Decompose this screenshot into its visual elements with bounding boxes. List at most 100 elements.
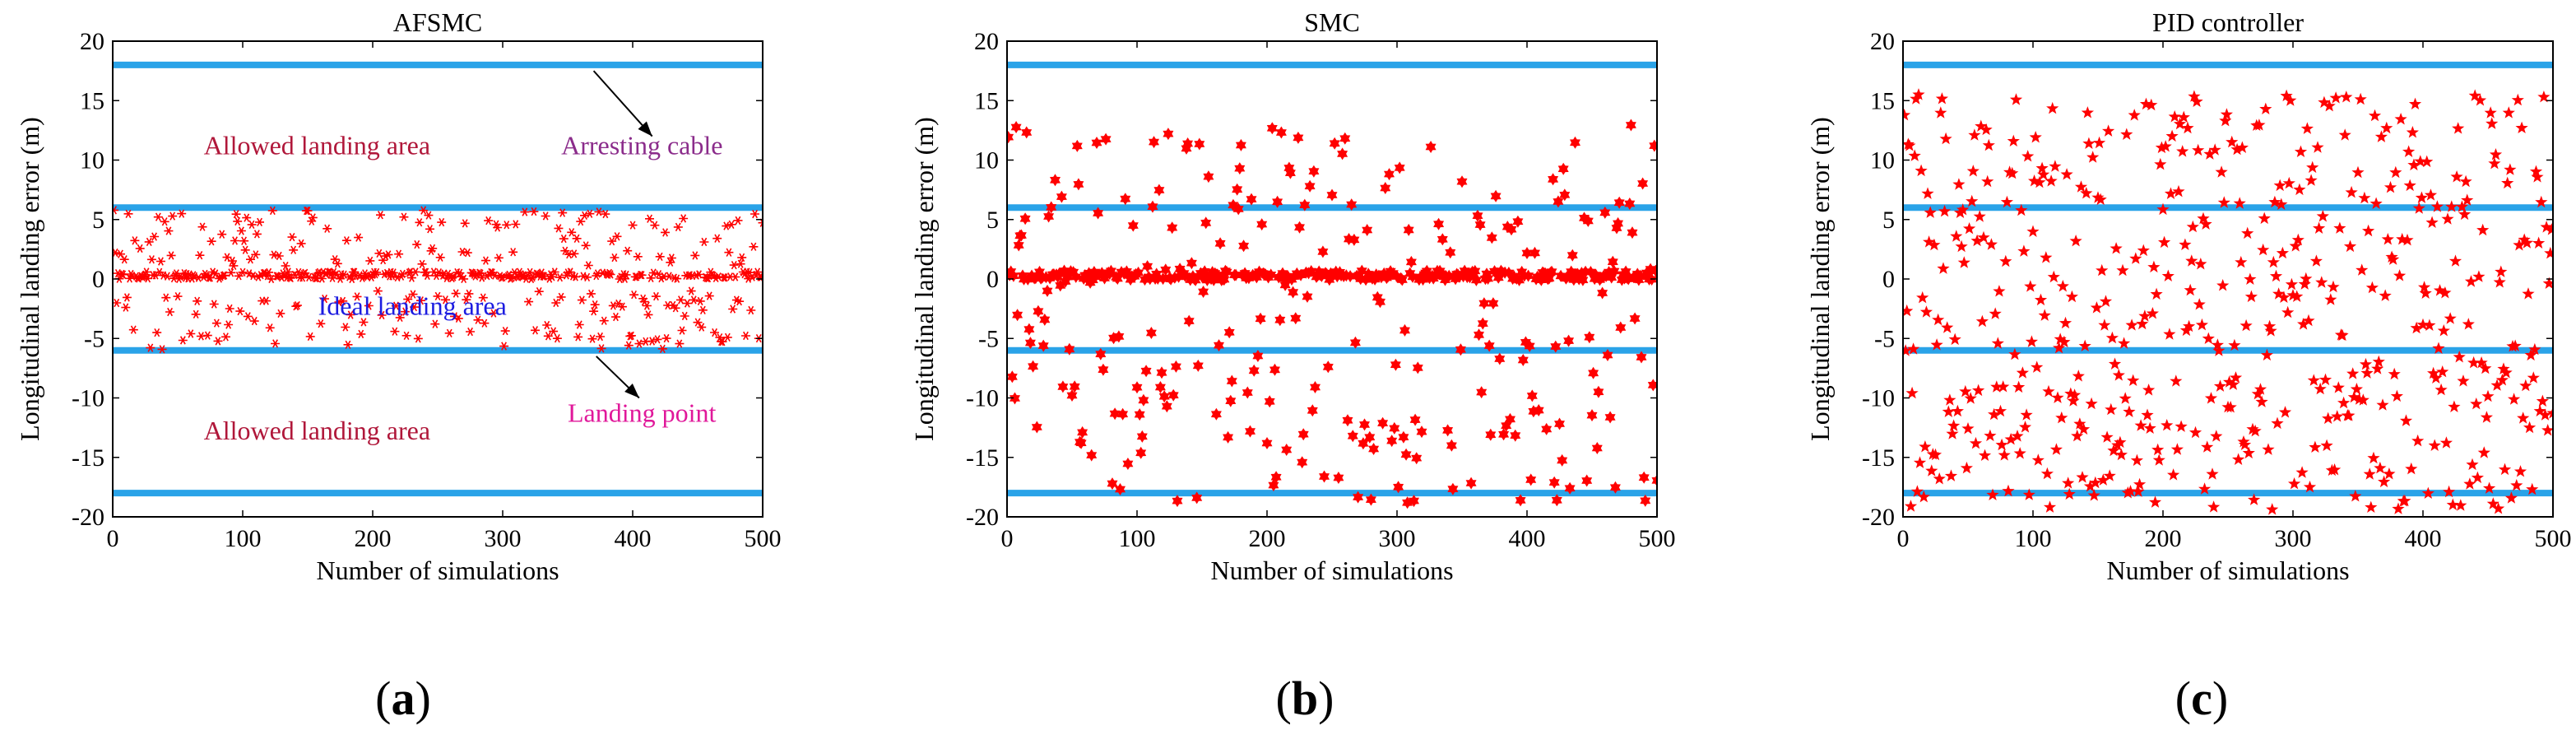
landing-point-marker — [2337, 396, 2351, 409]
y-tick-label: 20 — [1870, 28, 1895, 55]
landing-point-marker — [442, 273, 452, 282]
landing-point-marker — [1158, 390, 1170, 403]
landing-point-marker — [1955, 239, 1968, 253]
landing-point-marker — [578, 272, 588, 281]
landing-point-marker — [2137, 244, 2150, 257]
landing-point-marker — [1970, 234, 1984, 247]
landing-point-marker — [1903, 109, 1911, 121]
landing-point-marker — [1968, 128, 1981, 141]
landing-point-marker — [2195, 318, 2208, 331]
landing-point-marker — [545, 274, 555, 283]
landing-point-marker — [1582, 214, 1594, 227]
landing-point-marker — [2313, 221, 2326, 234]
landing-point-marker — [150, 232, 160, 241]
landing-point-marker — [554, 224, 564, 233]
landing-point-marker — [1553, 195, 1564, 208]
landing-point-marker — [1640, 494, 1651, 507]
chart-title: AFSMC — [393, 7, 483, 37]
landing-point-marker — [1057, 380, 1069, 393]
landing-point-marker — [1198, 286, 1209, 298]
landing-point-marker — [2273, 179, 2286, 192]
landing-point-marker — [749, 242, 759, 251]
landing-point-marker — [437, 217, 447, 227]
landing-point-marker — [231, 209, 241, 219]
landing-point-marker — [401, 331, 411, 341]
landing-point-marker — [1938, 204, 1952, 217]
x-tick-label: 200 — [2145, 525, 2182, 552]
landing-point-marker — [2333, 221, 2346, 234]
landing-point-marker — [1403, 223, 1414, 236]
landing-point-marker — [2047, 270, 2060, 283]
landing-point-marker — [2017, 244, 2031, 257]
landing-point-marker — [2318, 95, 2331, 109]
landing-point-marker — [2022, 488, 2035, 500]
landing-point-marker — [2161, 269, 2175, 281]
landing-point-marker — [2371, 362, 2384, 374]
landing-point-marker — [2360, 366, 2374, 379]
plot-content — [1903, 61, 2553, 515]
landing-point-marker — [2193, 298, 2206, 310]
landing-point-marker — [1937, 262, 1950, 274]
landing-point-marker — [2086, 151, 2100, 163]
landing-point-marker — [211, 319, 221, 328]
landing-point-marker — [1984, 238, 1998, 250]
landing-point-marker — [1494, 352, 1506, 365]
landing-point-marker — [2298, 277, 2311, 290]
landing-point-marker — [736, 259, 745, 268]
landing-point-marker — [1246, 193, 1257, 206]
landing-point-marker — [1559, 188, 1571, 202]
landing-point-marker — [1629, 312, 1641, 325]
landing-point-marker — [711, 273, 721, 283]
landing-point-marker — [1007, 370, 1018, 384]
landing-point-marker — [1650, 264, 1657, 277]
landing-point-marker — [2063, 487, 2076, 500]
landing-point-marker — [1972, 384, 1985, 397]
landing-point-marker — [679, 214, 689, 223]
landing-point-marker — [717, 337, 727, 346]
landing-point-marker — [2165, 129, 2179, 142]
landing-point-marker — [193, 273, 203, 282]
landing-point-marker — [569, 249, 579, 258]
landing-point-marker — [673, 222, 683, 232]
landing-point-marker — [2215, 165, 2228, 178]
landing-point-marker — [1075, 436, 1087, 449]
landing-point-marker — [520, 207, 530, 216]
landing-point-marker — [1433, 217, 1445, 230]
landing-point-marker — [1517, 354, 1529, 366]
landing-point-marker — [1322, 360, 1334, 374]
landing-point-marker — [1384, 168, 1395, 181]
landing-point-marker — [156, 257, 165, 266]
landing-point-marker — [1109, 407, 1121, 421]
landing-point-marker — [343, 340, 353, 350]
landing-point-marker — [2033, 175, 2046, 188]
landing-point-marker — [391, 301, 401, 310]
x-axis-label: Number of simulations — [316, 556, 559, 585]
landing-point-marker — [2280, 89, 2293, 102]
landing-point-marker — [206, 273, 215, 282]
landing-point-marker — [235, 306, 245, 316]
landing-point-marker — [273, 272, 283, 281]
landing-point-marker — [247, 220, 257, 230]
landing-point-marker — [2504, 491, 2518, 504]
landing-point-marker — [1586, 409, 1598, 422]
landing-point-marker — [2529, 165, 2543, 178]
landing-point-marker — [255, 217, 264, 227]
landing-point-marker — [2248, 493, 2261, 505]
landing-point-marker — [2513, 239, 2526, 251]
landing-point-marker — [1613, 196, 1625, 209]
landing-point-marker — [1194, 137, 1205, 151]
landing-point-marker — [2203, 147, 2216, 160]
landing-point-marker — [383, 250, 393, 259]
landing-point-marker — [599, 316, 609, 325]
landing-point-marker — [1986, 488, 1999, 500]
landing-point-marker — [2379, 289, 2392, 301]
annotation-label: Ideal landing area — [318, 291, 507, 320]
landing-point-marker — [175, 272, 185, 281]
landing-point-marker — [626, 331, 636, 341]
landing-point-marker — [1437, 233, 1448, 246]
landing-point-marker — [424, 211, 434, 220]
landing-point-marker — [1975, 314, 1989, 328]
landing-point-marker — [531, 326, 540, 335]
landing-point-marker — [292, 300, 302, 310]
landing-point-marker — [160, 217, 169, 226]
